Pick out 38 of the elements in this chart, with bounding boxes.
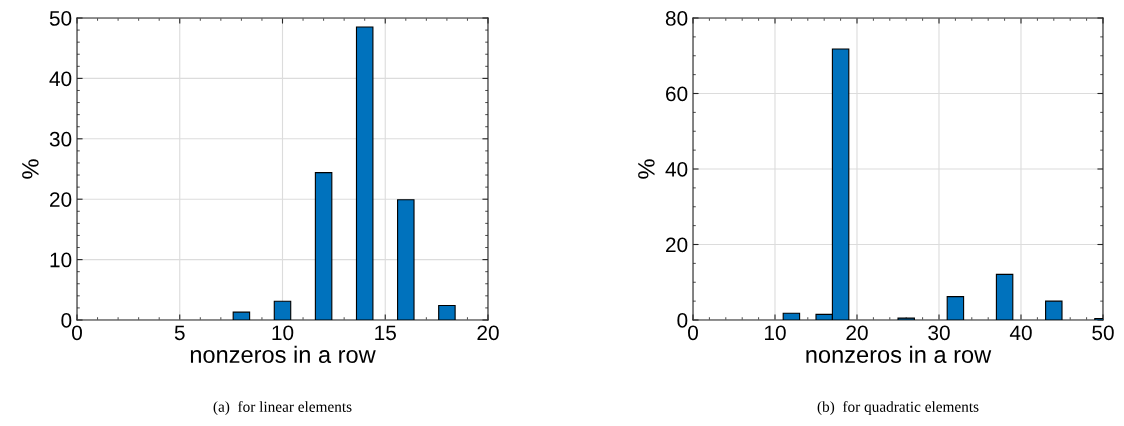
y-tick-label: 20 [666, 237, 688, 253]
bar [273, 300, 292, 320]
text: (a) for linear elements [213, 400, 352, 416]
x-tick-label: 10 [272, 325, 294, 341]
bar [1045, 300, 1063, 320]
bar [397, 199, 415, 320]
y-tick-label: 60 [666, 86, 688, 102]
bar [232, 311, 251, 320]
x-tick-label: 15 [375, 325, 396, 341]
y-tick-label: 30 [49, 131, 72, 147]
y-tick-label: 20 [50, 192, 72, 207]
y-axis-title: % [22, 159, 39, 179]
bar [355, 26, 374, 320]
y-tick-label: 80 [665, 11, 688, 26]
y-tick-label: 0 [677, 313, 688, 328]
x-tick-label: 5 [174, 325, 185, 341]
bar [782, 312, 801, 320]
x-tick-label: 50 [1092, 325, 1114, 341]
x-tick-label: 10 [765, 325, 786, 341]
bar [314, 172, 333, 320]
x-tick-label: 40 [1009, 325, 1032, 341]
y-axis-title: % [638, 159, 655, 179]
y-tick-label: 0 [61, 313, 72, 328]
x-axis-title: nonzeros in a row [806, 345, 992, 364]
text: (b) for quadratic elements [817, 400, 979, 416]
y-tick-label: 40 [49, 71, 72, 87]
bar [995, 273, 1014, 320]
y-tick-label: 50 [49, 11, 72, 26]
x-tick-label: 0 [688, 325, 698, 341]
x-tick-label: 20 [846, 325, 868, 341]
bar [438, 304, 456, 320]
x-tick-label: 30 [928, 325, 950, 341]
y-tick-label: 40 [665, 162, 688, 177]
x-tick-label: 0 [72, 325, 82, 341]
x-tick-label: 20 [477, 325, 499, 341]
x-axis-title: nonzeros in a row [190, 345, 376, 364]
bar [946, 296, 965, 320]
y-tick-label: 10 [50, 252, 72, 268]
